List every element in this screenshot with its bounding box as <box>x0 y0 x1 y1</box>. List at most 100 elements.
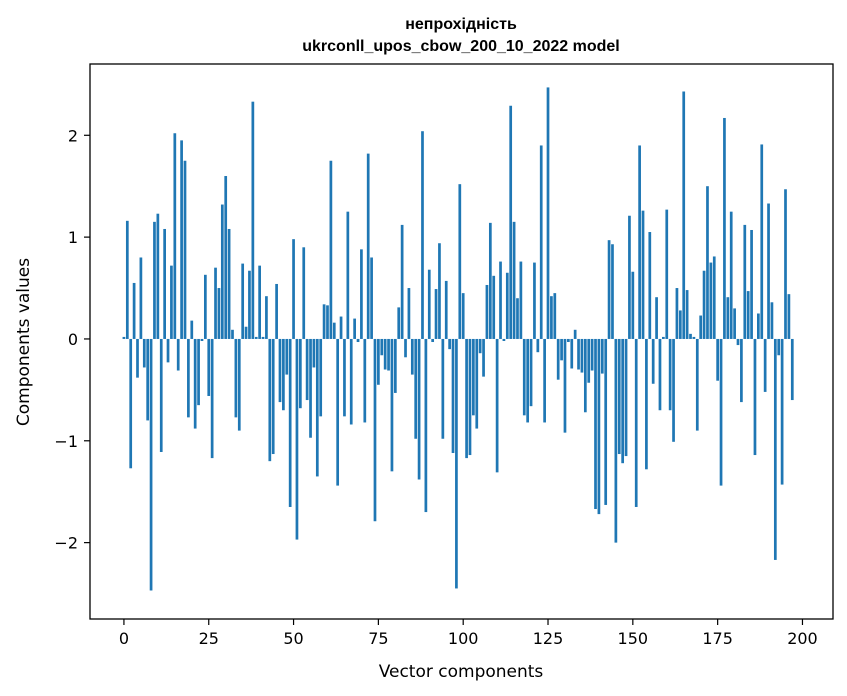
bar-193 <box>777 338 781 356</box>
bar-194 <box>780 338 784 485</box>
bar-112 <box>502 338 506 341</box>
bar-45 <box>275 283 278 339</box>
bar-171 <box>702 270 706 339</box>
bar-168 <box>692 336 696 339</box>
bar-61 <box>329 160 333 339</box>
bar-178 <box>726 297 730 339</box>
bar-110 <box>495 338 499 473</box>
bar-126 <box>550 296 553 339</box>
bar-128 <box>556 338 560 380</box>
bar-174 <box>712 256 716 339</box>
bar-12 <box>163 228 166 339</box>
y-tick-label: 0 <box>68 330 78 349</box>
bar-88 <box>421 131 424 339</box>
bar-91 <box>431 338 435 343</box>
bar-147 <box>621 338 625 464</box>
bar-81 <box>397 307 401 339</box>
y-tick-label: −2 <box>54 534 78 553</box>
bar-29 <box>220 204 224 339</box>
x-axis-ticks: 0 25 50 75 100 125 150 175 200 <box>119 619 818 648</box>
x-axis-label: Vector components <box>379 662 544 682</box>
bar-84 <box>407 288 411 339</box>
bar-57 <box>315 338 319 477</box>
bar-187 <box>757 313 760 339</box>
bar-51 <box>295 338 299 540</box>
bar-67 <box>349 338 353 425</box>
bar-167 <box>689 333 692 339</box>
bar-69 <box>356 338 360 343</box>
bar-55 <box>309 338 312 438</box>
bar-115 <box>512 221 516 339</box>
bar-189 <box>763 338 767 392</box>
bar-111 <box>499 261 502 339</box>
bar-127 <box>553 293 557 339</box>
bar-2 <box>129 338 133 469</box>
bar-186 <box>753 338 757 456</box>
bar-102 <box>468 338 472 456</box>
bar-70 <box>360 249 363 339</box>
bar-36 <box>244 326 248 339</box>
bar-27 <box>214 267 217 339</box>
bar-121 <box>533 262 536 339</box>
bar-114 <box>509 105 513 339</box>
x-tick-label: 25 <box>199 629 219 648</box>
x-tick-label: 50 <box>283 629 303 648</box>
bar-135 <box>580 338 584 373</box>
bar-5 <box>139 257 143 339</box>
x-tick-label: 200 <box>787 629 818 648</box>
bar-54 <box>305 338 309 401</box>
bar-169 <box>695 338 699 431</box>
bar-59 <box>322 304 326 339</box>
bar-157 <box>655 297 658 339</box>
bar-75 <box>377 338 380 385</box>
bar-98 <box>455 338 458 589</box>
x-tick-label: 0 <box>119 629 129 648</box>
bar-153 <box>641 210 645 339</box>
bar-188 <box>760 144 764 339</box>
bar-172 <box>706 186 709 339</box>
bar-23 <box>200 338 204 341</box>
bar-108 <box>488 222 492 339</box>
bar-122 <box>536 338 540 353</box>
bar-74 <box>373 338 377 522</box>
bar-101 <box>465 338 468 459</box>
bar-26 <box>210 338 214 459</box>
bar-31 <box>227 228 231 339</box>
bar-149 <box>628 215 631 339</box>
bar-46 <box>278 338 282 403</box>
bar-180 <box>733 308 736 339</box>
bar-10 <box>156 213 160 339</box>
bar-49 <box>288 338 292 507</box>
bar-80 <box>393 338 397 393</box>
bar-116 <box>516 298 519 339</box>
bar-13 <box>166 338 170 363</box>
bar-85 <box>410 338 414 375</box>
bar-181 <box>736 338 740 346</box>
bar-3 <box>132 282 136 339</box>
bar-146 <box>617 338 621 455</box>
bar-7 <box>146 338 150 421</box>
bar-164 <box>678 310 682 339</box>
bar-105 <box>478 338 482 354</box>
bar-103 <box>472 338 475 416</box>
bar-77 <box>383 338 387 370</box>
bar-92 <box>434 289 438 339</box>
bar-154 <box>645 338 648 470</box>
x-tick-label: 175 <box>702 629 733 648</box>
bar-25 <box>207 338 211 396</box>
bar-0 <box>122 336 126 339</box>
bar-1 <box>125 220 129 339</box>
bar-176 <box>719 338 723 486</box>
bar-93 <box>438 243 441 339</box>
bar-58 <box>319 338 323 417</box>
bar-196 <box>787 294 791 339</box>
bar-62 <box>332 322 336 339</box>
bar-4 <box>136 338 139 378</box>
bar-89 <box>424 338 428 513</box>
bar-60 <box>326 305 329 339</box>
bar-34 <box>237 338 241 431</box>
bar-173 <box>709 262 713 339</box>
bar-163 <box>675 288 679 339</box>
bar-18 <box>183 160 187 339</box>
bar-143 <box>607 240 611 339</box>
